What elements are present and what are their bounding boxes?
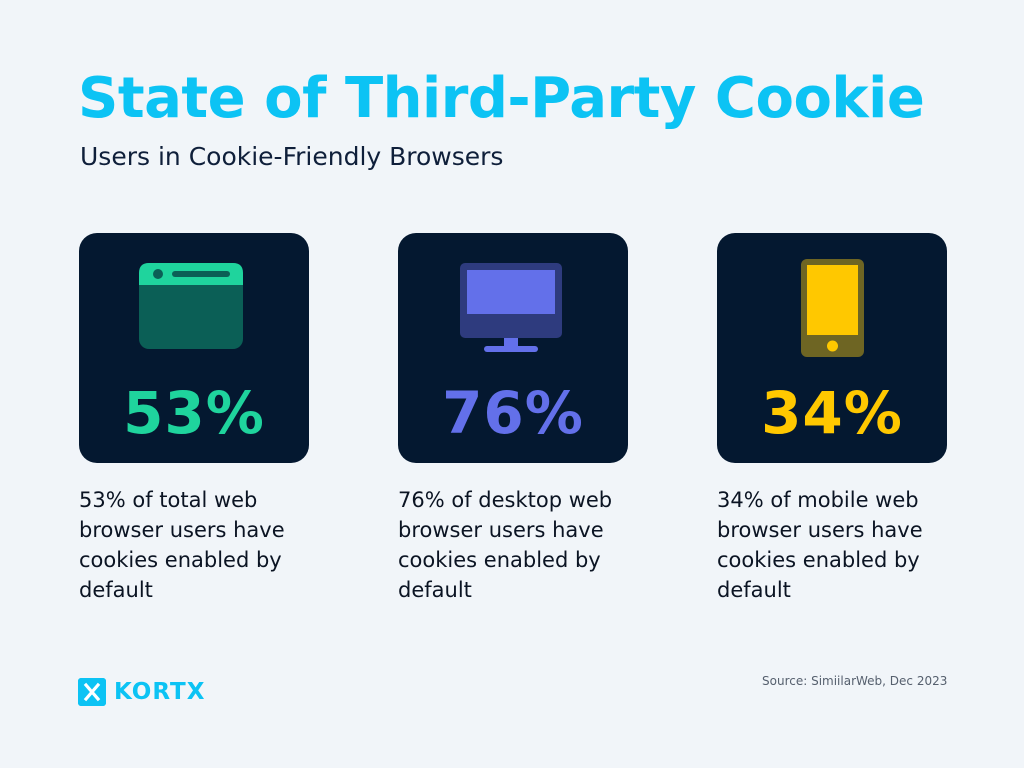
stat-description-desktop: 76% of desktop web browser users have co… [398,488,613,602]
source-note: Source: SimiilarWeb, Dec 2023 [762,674,948,688]
page-subtitle: Users in Cookie-Friendly Browsers [80,142,504,171]
kortx-logo-mark [78,678,106,706]
stat-card-desktop: 76% [398,233,628,463]
page-title: State of Third-Party Cookie [78,66,925,131]
stat-value-mobile: 34% [761,379,903,447]
stat-value-desktop: 76% [442,379,584,447]
desktop-monitor-icon [460,263,562,352]
browser-window-icon [139,263,243,349]
stat-card-total: 53% [79,233,309,463]
logo-text: KORTX [114,679,206,705]
stat-description-mobile: 34% of mobile web browser users have coo… [717,488,923,602]
stat-card-mobile: 34% [717,233,947,463]
kortx-logo: KORTX [78,678,205,706]
stat-value-total: 53% [123,379,265,447]
mobile-phone-icon [801,259,864,357]
stat-description-total: 53% of total web browser users have cook… [79,488,285,602]
